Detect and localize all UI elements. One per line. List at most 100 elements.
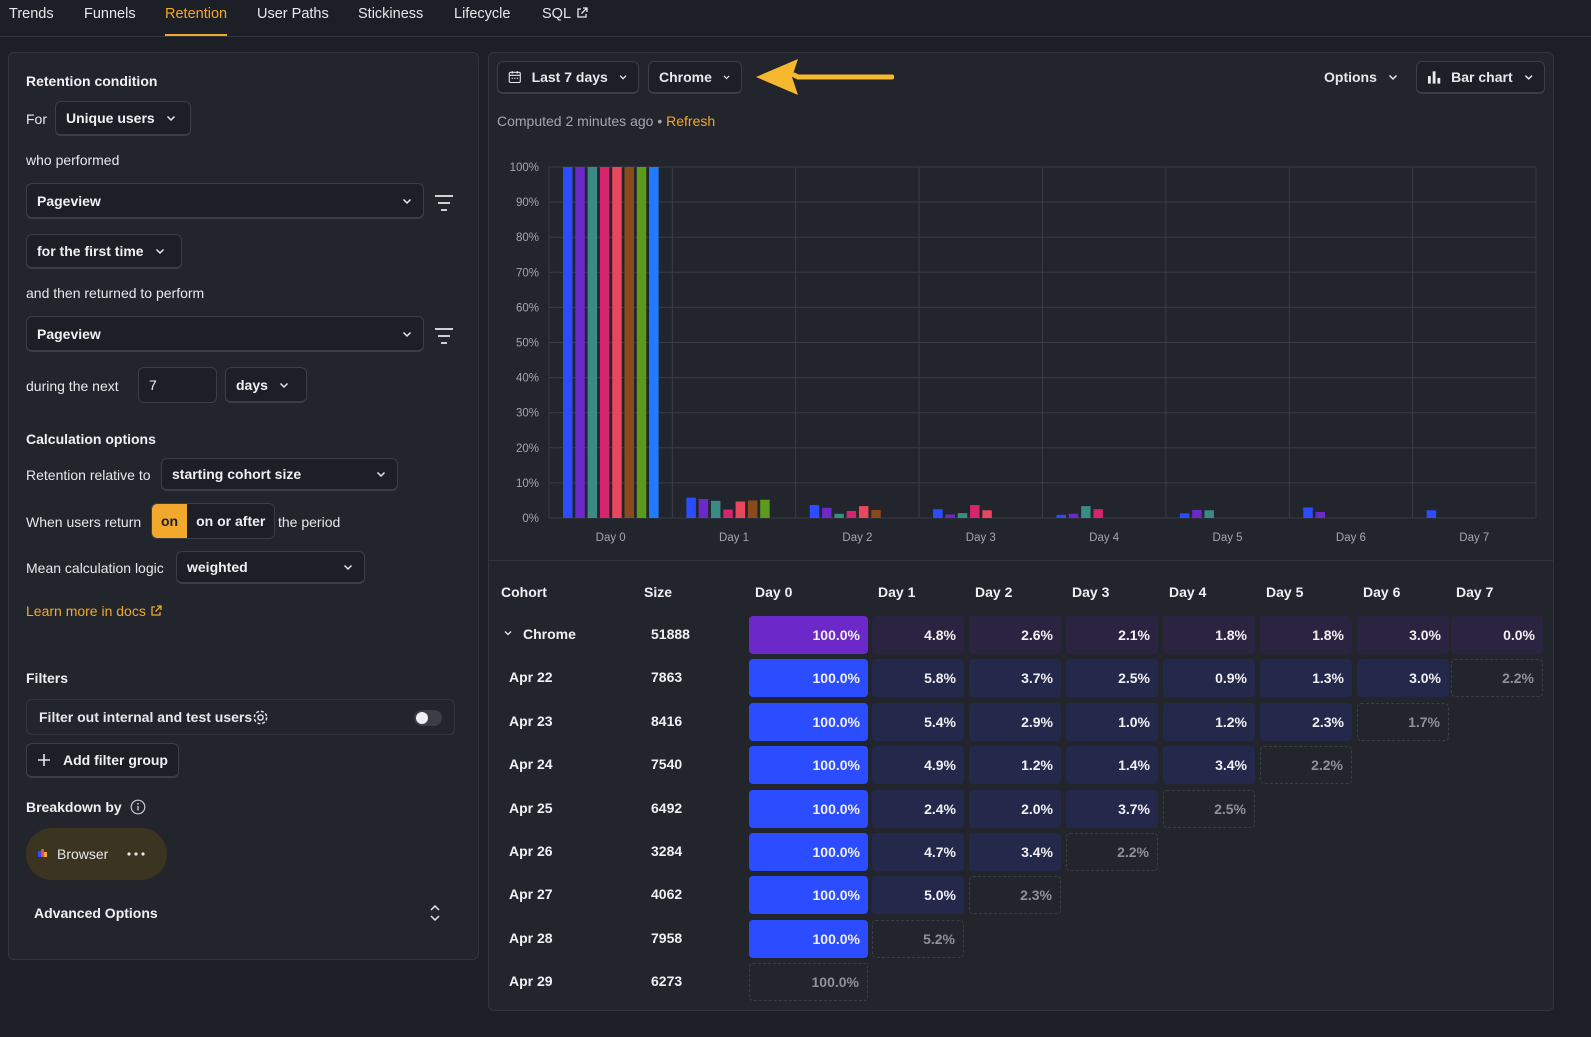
retention-cell[interactable]: 4.7% [872,833,964,871]
retention-cell[interactable]: 2.5% [1066,659,1158,698]
retention-cell[interactable]: 5.2% [872,919,964,958]
retention-cell[interactable]: 100.0% [749,616,868,654]
chart-type-select[interactable]: Bar chart [1416,61,1545,94]
retention-cell[interactable]: 100.0% [749,963,868,1002]
retention-cell[interactable]: 0.9% [1163,659,1255,698]
retention-cell[interactable]: 100.0% [749,702,868,741]
breakdown-value-select[interactable]: Chrome [648,61,742,94]
chevron-down-icon [1524,75,1533,80]
retention-cell[interactable]: 2.3% [969,876,1061,915]
filter-icon[interactable] [434,194,454,212]
return-on-or-after-option[interactable]: on or after [187,504,275,538]
table-header-day-2: Day 2 [975,584,1013,600]
chart-bar [624,167,634,518]
cohort-size: 4062 [651,886,683,903]
y-tick-label: 90% [516,197,539,209]
retention-cell[interactable]: 2.3% [1260,702,1352,741]
mean-calculation-select[interactable]: weighted [176,551,365,584]
add-filter-group-button[interactable]: Add filter group [26,743,179,778]
retention-reference-select[interactable]: starting cohort size [161,458,398,491]
breakdown-heading: Breakdown by [26,799,146,815]
cohort-label: Chrome [523,626,576,642]
retention-cell[interactable]: 3.4% [1163,746,1255,785]
retention-cell[interactable]: 1.8% [1260,616,1352,654]
target-event-value: Pageview [37,192,101,209]
returning-event-select[interactable]: Pageview [26,316,424,352]
chart-bar [858,506,869,518]
first-time-select[interactable]: for the first time [26,234,182,269]
cohort-label: Apr 25 [509,799,553,816]
retention-cell[interactable]: 3.4% [969,833,1061,871]
chart-bar [735,501,746,518]
y-tick-label: 40% [516,373,539,385]
retention-cell[interactable]: 2.2% [1066,833,1158,871]
advanced-options-toggle[interactable]: Advanced Options [34,905,158,921]
retention-cell[interactable]: 2.9% [969,702,1061,741]
filter-icon[interactable] [434,327,454,345]
retention-cell[interactable]: 2.2% [1260,746,1352,785]
retention-cell[interactable]: 5.8% [872,659,964,698]
chart-bar [563,167,573,518]
y-tick-label: 60% [516,302,539,314]
tab-trends[interactable]: Trends [9,6,54,22]
retention-cell[interactable]: 0.0% [1451,616,1543,654]
retention-cell[interactable]: 3.7% [1066,789,1158,828]
options-menu[interactable]: Options [1313,61,1410,94]
chart-bar [587,167,598,518]
date-range-select[interactable]: Last 7 days [497,61,639,94]
table-header-size: Size [644,584,673,600]
mean-calculation-value: weighted [187,559,248,575]
retention-cell[interactable]: 1.8% [1163,616,1255,654]
return-on-option[interactable]: on [152,504,188,538]
retention-cell[interactable]: 5.0% [872,876,964,915]
retention-cell[interactable]: 2.5% [1163,789,1255,828]
tab-user-paths[interactable]: User Paths [257,6,329,22]
breakdown-browser-pill[interactable]: Browser [26,828,167,880]
cohort-size: 8416 [651,712,683,729]
during-next-label: during the next [26,378,119,394]
table-header-day-7: Day 7 [1456,584,1494,600]
tab-lifecycle[interactable]: Lifecycle [454,6,511,22]
retention-bar-chart: 0% 10% 20% 30% 40% 50% 60% 70% 80% 90% 100% Day 0 Da… [489,141,1553,561]
retention-cell[interactable]: 2.2% [1451,659,1543,698]
chart-bar [747,500,758,518]
tab-stickiness[interactable]: Stickiness [358,6,424,22]
period-unit-select[interactable]: days [225,367,307,403]
retention-cell[interactable]: 100.0% [749,659,868,698]
retention-cell[interactable]: 5.4% [872,702,964,741]
filter-internal-toggle[interactable] [414,710,442,726]
tab-sql[interactable]: SQL [542,6,588,36]
retention-cell[interactable]: 2.6% [969,616,1061,654]
more-options-icon[interactable] [126,851,146,857]
expand-collapse-icon[interactable] [428,903,442,923]
retention-cell[interactable]: 1.0% [1066,702,1158,741]
retention-cell[interactable]: 3.0% [1357,616,1449,654]
retention-cell[interactable]: 100.0% [749,876,868,915]
target-event-select[interactable]: Pageview [26,183,424,219]
retention-cell[interactable]: 100.0% [749,746,868,785]
refresh-link[interactable]: Refresh [666,113,716,129]
retention-cell[interactable]: 2.0% [969,789,1061,828]
retention-cell[interactable]: 4.8% [872,616,964,654]
retention-cell[interactable]: 100.0% [749,789,868,828]
y-tick-label: 0% [522,513,539,525]
tab-funnels[interactable]: Funnels [84,6,136,22]
retention-cell[interactable]: 1.2% [969,746,1061,785]
retention-cell[interactable]: 2.1% [1066,616,1158,654]
gear-icon[interactable] [252,709,269,726]
period-count-input[interactable]: 7 [138,367,217,403]
learn-more-docs-link[interactable]: Learn more in docs [26,603,162,619]
retention-cell[interactable]: 3.7% [969,659,1061,698]
retention-cell[interactable]: 3.0% [1357,659,1449,698]
retention-cell[interactable]: 1.3% [1260,659,1352,698]
cohort-group-toggle[interactable]: Chrome [503,626,576,642]
aggregation-select[interactable]: Unique users [55,101,191,136]
retention-cell[interactable]: 1.7% [1357,702,1449,741]
retention-cell[interactable]: 1.4% [1066,746,1158,785]
retention-cell[interactable]: 4.9% [872,746,964,785]
retention-cell[interactable]: 2.4% [872,789,964,828]
retention-cell[interactable]: 1.2% [1163,702,1255,741]
retention-cell[interactable]: 100.0% [749,919,868,958]
retention-cell[interactable]: 100.0% [749,833,868,871]
tab-retention[interactable]: Retention [165,6,228,36]
